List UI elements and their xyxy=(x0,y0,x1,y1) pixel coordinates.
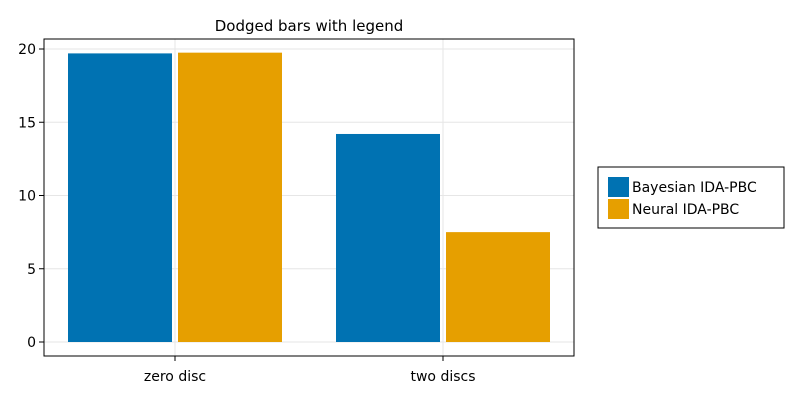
legend-swatch xyxy=(608,177,629,197)
y-tick-label: 15 xyxy=(18,115,36,131)
y-tick-label: 5 xyxy=(27,262,36,278)
x-tick-label: two discs xyxy=(410,369,475,385)
y-tick-label: 0 xyxy=(27,335,36,351)
bars xyxy=(68,52,550,343)
plot-frame xyxy=(43,38,575,357)
bar-neural-ida-pbc-two-discs xyxy=(446,232,550,342)
legend-label: Bayesian IDA-PBC xyxy=(632,180,757,196)
legend-label: Neural IDA-PBC xyxy=(632,202,739,218)
y-tick-label: 20 xyxy=(18,42,36,58)
legend-swatch xyxy=(608,199,629,219)
chart-title: Dodged bars with legend xyxy=(215,17,404,35)
y-tick-label: 10 xyxy=(18,189,36,205)
legend: Bayesian IDA-PBC Neural IDA-PBC xyxy=(597,166,785,229)
x-tick-label: zero disc xyxy=(144,369,206,385)
bar-bayesian-ida-pbc-zero-disc xyxy=(68,53,172,343)
bar-neural-ida-pbc-zero-disc xyxy=(178,52,282,342)
bar-bayesian-ida-pbc-two-discs xyxy=(336,133,440,342)
axes: 0 5 10 15 20 zero disc two discs xyxy=(18,42,475,385)
